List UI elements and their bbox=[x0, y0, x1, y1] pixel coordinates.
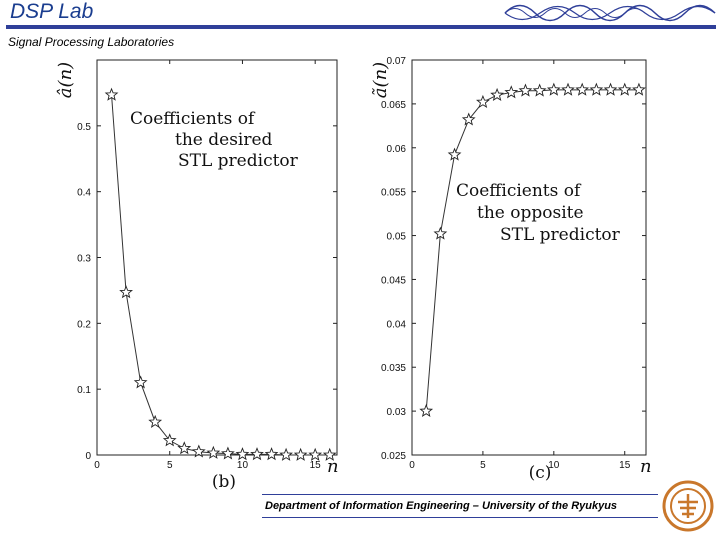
data-point-star bbox=[476, 94, 490, 108]
annotation-line: STL predictor bbox=[178, 151, 299, 171]
data-point-star bbox=[133, 375, 148, 389]
y-tick-label: 0.03 bbox=[387, 407, 407, 418]
data-point-star bbox=[148, 414, 163, 428]
panel-label: (b) bbox=[212, 472, 236, 492]
annotation-line: the opposite bbox=[477, 203, 584, 223]
y-tick-label: 0.5 bbox=[77, 122, 91, 133]
data-point-star bbox=[322, 447, 337, 461]
y-axis-label: ã(n) bbox=[370, 62, 391, 98]
data-point-star bbox=[177, 441, 192, 455]
footer-bar bbox=[262, 494, 658, 518]
x-tick-label: 5 bbox=[480, 460, 486, 471]
data-point-star bbox=[561, 82, 575, 96]
data-point-star bbox=[235, 447, 250, 461]
x-axis-label: n bbox=[640, 456, 652, 477]
y-tick-label: 0.04 bbox=[387, 319, 407, 330]
y-tick-label: 0.065 bbox=[381, 100, 406, 111]
data-point-star bbox=[447, 147, 462, 161]
data-point-star bbox=[162, 433, 177, 447]
panel-label: (c) bbox=[529, 463, 552, 483]
y-tick-label: 0.045 bbox=[381, 275, 406, 286]
annotation-line: Coefficients of bbox=[456, 181, 582, 201]
data-point-star bbox=[419, 403, 434, 417]
data-point-star bbox=[433, 226, 448, 240]
y-axis-label: â(n) bbox=[55, 62, 76, 98]
lab-subtitle: Signal Processing Laboratories bbox=[8, 35, 175, 49]
x-tick-label: 5 bbox=[167, 460, 173, 471]
annotation-line: Coefficients of bbox=[130, 109, 256, 129]
data-point-star bbox=[461, 112, 476, 126]
data-point-star bbox=[293, 447, 308, 461]
data-point-star bbox=[221, 446, 235, 460]
data-point-star bbox=[264, 447, 279, 461]
data-point-star bbox=[206, 445, 221, 459]
data-point-star bbox=[603, 82, 618, 96]
y-tick-label: 0.035 bbox=[381, 363, 406, 374]
series-line bbox=[425, 89, 639, 412]
y-tick-label: 0.2 bbox=[77, 319, 91, 330]
y-tick-label: 0.3 bbox=[77, 254, 91, 265]
x-tick-label: 10 bbox=[548, 460, 560, 471]
y-tick-label: 0 bbox=[85, 451, 91, 462]
data-point-star bbox=[250, 447, 264, 461]
x-axis-label: n bbox=[327, 456, 339, 477]
x-tick-label: 0 bbox=[409, 460, 415, 471]
y-tick-label: 0.1 bbox=[77, 385, 91, 396]
lab-title: DSP Lab bbox=[10, 0, 94, 23]
header-rule bbox=[6, 25, 716, 29]
data-point-star bbox=[308, 447, 323, 461]
footer-text: Department of Information Engineering – … bbox=[265, 500, 618, 512]
y-tick-label: 0.06 bbox=[387, 144, 407, 155]
plot-frame bbox=[411, 59, 647, 456]
y-tick-label: 0.055 bbox=[381, 188, 406, 199]
data-point-star bbox=[279, 447, 293, 461]
x-tick-label: 15 bbox=[619, 460, 631, 471]
chart-1: 0.025 0.03 0.035 0.04 0.045 0.05 0.055 0.06 0.06… bbox=[370, 56, 652, 483]
data-point-star bbox=[575, 82, 590, 96]
annotation-line: the desired bbox=[175, 130, 273, 150]
data-point-star bbox=[532, 83, 547, 97]
data-point-star bbox=[617, 82, 632, 96]
x-tick-label: 0 bbox=[94, 460, 100, 471]
annotation-line: STL predictor bbox=[500, 225, 621, 245]
wave-logo-icon bbox=[504, 4, 716, 22]
data-point-star bbox=[104, 87, 119, 101]
data-point-star bbox=[546, 82, 561, 96]
x-tick-label: 10 bbox=[237, 460, 249, 471]
data-point-star bbox=[632, 82, 646, 96]
university-seal-icon bbox=[662, 480, 714, 532]
data-point-star bbox=[504, 85, 519, 99]
y-tick-label: 0.05 bbox=[387, 232, 407, 243]
data-point-star bbox=[119, 285, 133, 299]
data-point-star bbox=[490, 87, 504, 101]
y-tick-label: 0.025 bbox=[381, 451, 406, 462]
y-tick-label: 0.07 bbox=[387, 56, 407, 67]
x-tick-label: 15 bbox=[310, 460, 322, 471]
data-point-star bbox=[589, 82, 604, 96]
data-point-star bbox=[191, 444, 206, 458]
series-line bbox=[111, 94, 330, 456]
y-tick-label: 0.4 bbox=[77, 188, 91, 199]
data-point-star bbox=[518, 83, 533, 97]
chart-0: 0 0.1 0.2 0.3 0.4 0.5 0 5 10 15 â(n) n (b) Coefficien… bbox=[55, 59, 339, 492]
